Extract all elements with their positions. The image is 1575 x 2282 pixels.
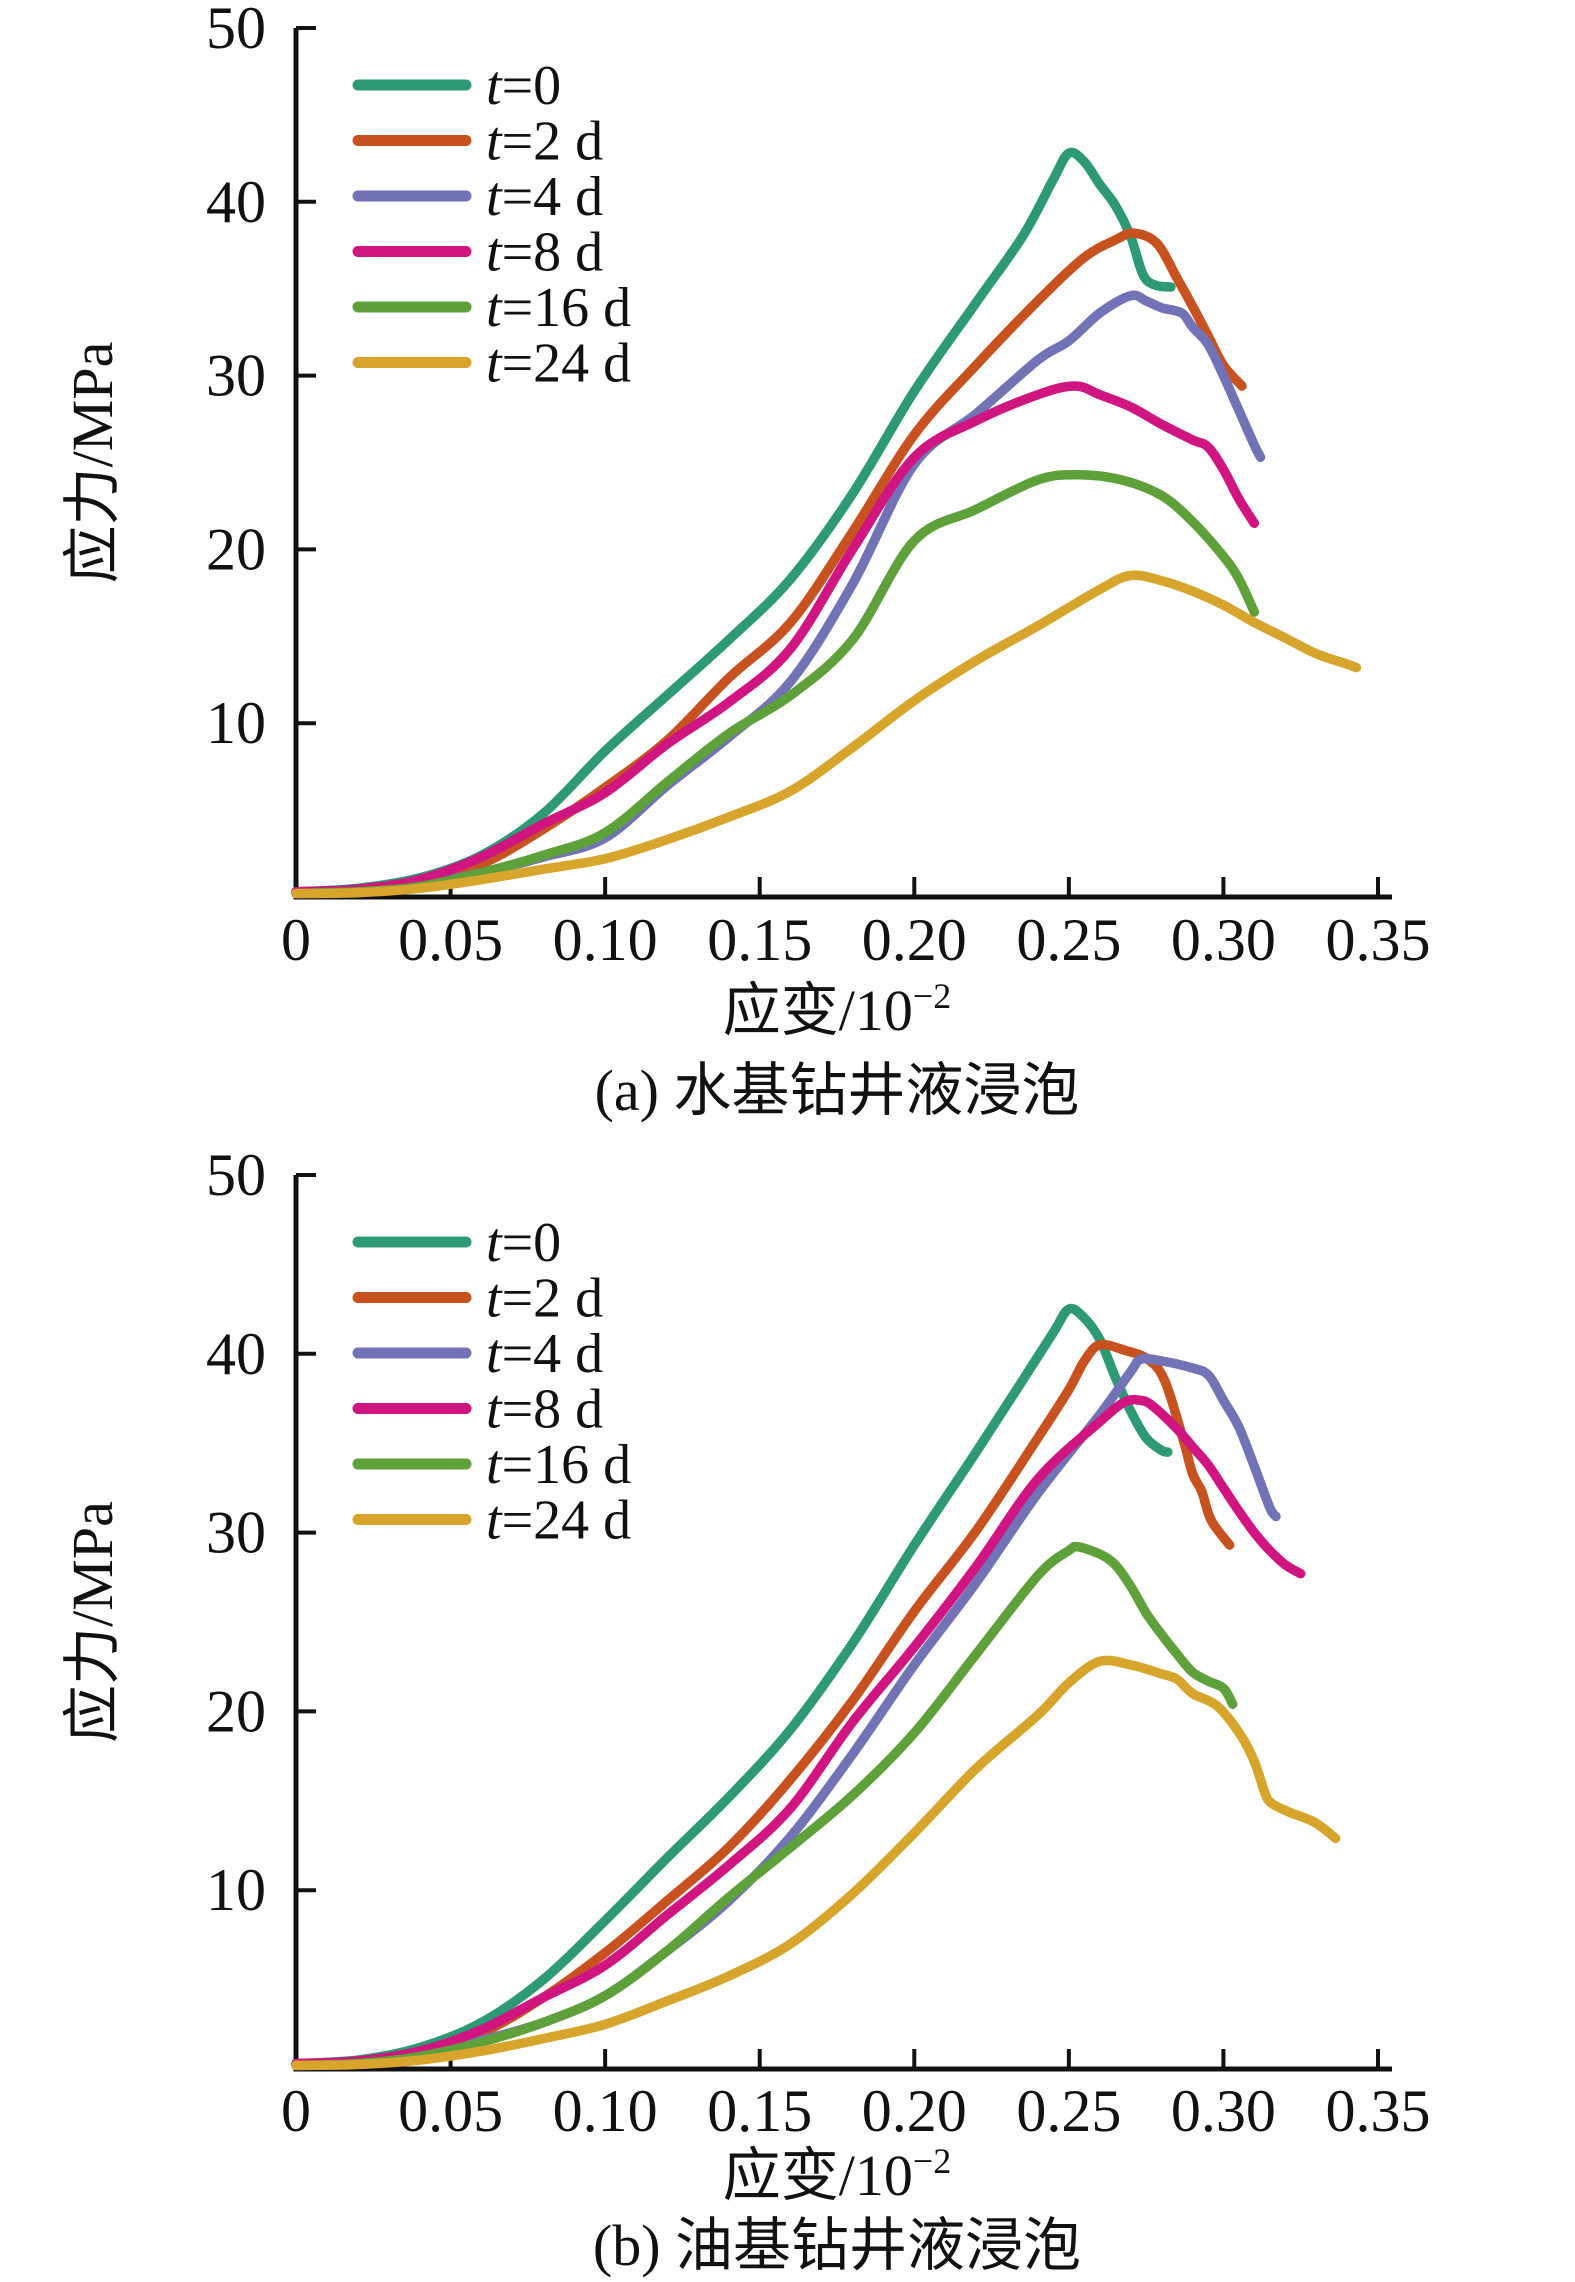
legend-label: t=4 d — [486, 1323, 603, 1385]
x-tick-label: 0.20 — [862, 907, 967, 973]
y-tick-label: 50 — [206, 1142, 266, 1208]
series-curve-t8d — [291, 1394, 1306, 2069]
legend-label: t=2 d — [486, 1268, 603, 1330]
x-tick-label: 0.10 — [553, 907, 658, 973]
y-tick-label: 10 — [206, 1857, 266, 1923]
y-tick-label: 30 — [206, 1500, 266, 1566]
x-tick-label: 0.25 — [1016, 907, 1121, 973]
y-tick-label: 40 — [206, 169, 266, 235]
series-curve-t8d — [291, 381, 1260, 897]
y-tick-label: 20 — [206, 516, 266, 582]
legend-label: t=8 d — [486, 222, 603, 284]
y-tick-label: 20 — [206, 1678, 266, 1744]
series-curve-t24d — [291, 1655, 1341, 2071]
legend-label: t=16 d — [486, 1434, 631, 1496]
legend-label: t=8 d — [486, 1379, 603, 1441]
y-tick-label: 30 — [206, 343, 266, 409]
stress-strain-chart-oil-based: 0 0.05 0.10 0.15 0.20 0.25 0.30 0.35 10 20 30 40 50 t… — [60, 1142, 1431, 2278]
x-tick-label: 0.30 — [1171, 2078, 1276, 2144]
chart-panel-a: 0 0.05 0.10 0.15 0.20 0.25 0.30 0.35 10 20 30 40 50 t… — [60, 0, 1431, 1123]
x-tick-label: 0.25 — [1016, 2078, 1121, 2144]
x-tick-label: 0.35 — [1326, 907, 1431, 973]
legend-label: t=0 — [486, 55, 561, 117]
series-curve-t0 — [291, 147, 1176, 897]
series-curve-t16d — [291, 469, 1260, 899]
axis-spines — [293, 1175, 1392, 2072]
series-curve-t16d — [291, 1541, 1238, 2071]
legend-label: t=0 — [486, 1212, 561, 1274]
x-tick-label: 0.35 — [1326, 2078, 1431, 2144]
panel-caption: (b) 油基钻井液浸泡 — [593, 2213, 1081, 2278]
legend-label: t=24 d — [486, 1490, 631, 1552]
x-tick-label: 0.15 — [707, 2078, 812, 2144]
legend-label: t=4 d — [486, 166, 603, 228]
legend-label: t=24 d — [486, 333, 631, 395]
y-axis-label: 应力/MPa — [60, 1501, 125, 1743]
y-tick-label: 40 — [206, 1321, 266, 1387]
y-tick-label: 10 — [206, 690, 266, 756]
stress-strain-chart-water-based: 0 0.05 0.10 0.15 0.20 0.25 0.30 0.35 10 20 30 40 50 t… — [60, 0, 1431, 1123]
series-curve-t24d — [291, 570, 1362, 899]
x-tick-label: 0 — [281, 2078, 311, 2144]
x-tick-label: 0.10 — [553, 2078, 658, 2144]
chart-panel-b: 0 0.05 0.10 0.15 0.20 0.25 0.30 0.35 10 20 30 40 50 t… — [0, 1141, 1575, 2282]
x-axis-label: 应变/10−2 — [723, 2141, 951, 2208]
x-axis-label: 应变/10−2 — [723, 976, 951, 1043]
legend-label: t=16 d — [486, 277, 631, 339]
legend-label: t=2 d — [486, 111, 603, 173]
axis-spines — [293, 28, 1392, 900]
x-tick-label: 0.15 — [707, 907, 812, 973]
series-curve-t2d — [291, 228, 1247, 898]
x-tick-label: 0 — [281, 907, 311, 973]
x-tick-label: 0.05 — [398, 2078, 503, 2144]
panel-caption: (a) 水基钻井液浸泡 — [595, 1058, 1080, 1123]
x-tick-label: 0.05 — [398, 907, 503, 973]
y-tick-label: 50 — [206, 0, 266, 61]
x-tick-label: 0.20 — [862, 2078, 967, 2144]
series-curve-t0 — [291, 1303, 1173, 2069]
y-axis-label: 应力/MPa — [60, 342, 125, 584]
x-tick-label: 0.30 — [1171, 907, 1276, 973]
